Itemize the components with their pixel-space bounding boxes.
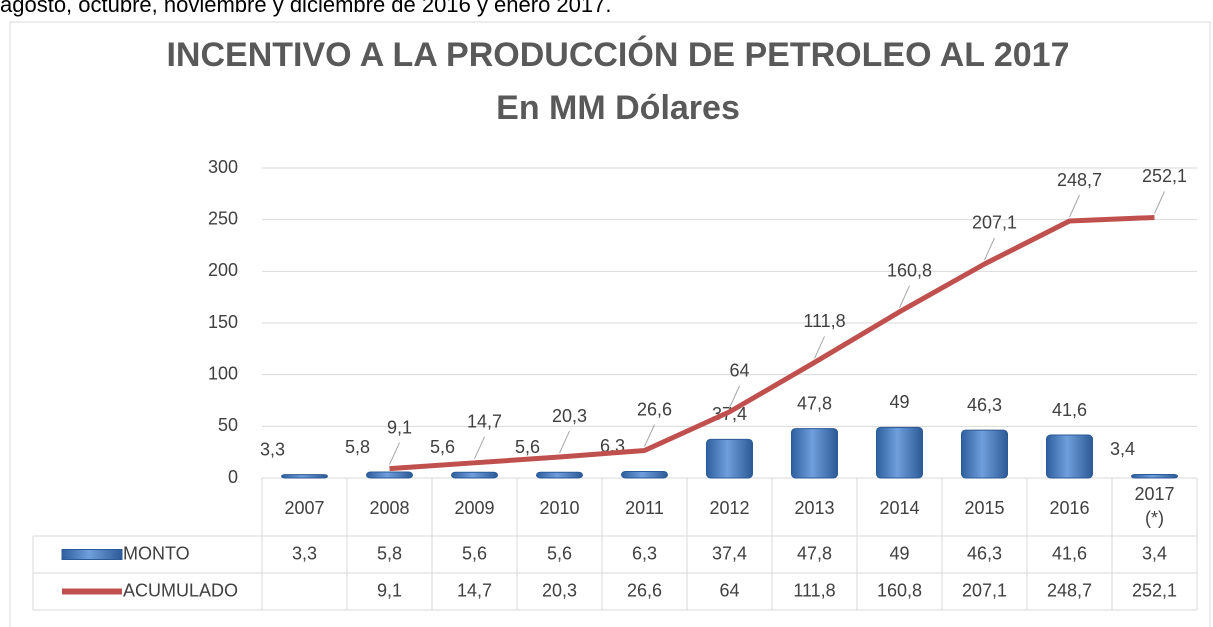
line-label: 26,6 xyxy=(637,399,672,419)
table-cell: 6,3 xyxy=(632,543,657,563)
table-cell: 47,8 xyxy=(797,543,832,563)
leader-line xyxy=(984,237,995,261)
table-cell: 37,4 xyxy=(712,543,747,563)
x-tick-label-box: 2010 xyxy=(539,498,580,518)
bar-label: 5,6 xyxy=(515,437,540,457)
table-cell: 207,1 xyxy=(962,580,1007,600)
bar-label: 3,4 xyxy=(1110,439,1135,459)
y-tick-label: 0 xyxy=(228,467,238,487)
table-cell: 26,6 xyxy=(627,580,662,600)
table-cell: 41,6 xyxy=(1052,543,1087,563)
bar xyxy=(1131,473,1178,479)
x-tick-label-box: 2007 xyxy=(284,498,325,518)
table-cell: 64 xyxy=(719,580,739,600)
table-cell: 20,3 xyxy=(542,580,577,600)
bar-label: 47,8 xyxy=(797,393,832,413)
line xyxy=(389,214,1155,472)
table-cell: 46,3 xyxy=(967,543,1002,563)
table-cell: 5,6 xyxy=(547,543,572,563)
leader-line xyxy=(814,336,825,359)
bar xyxy=(281,474,328,479)
line-label: 14,7 xyxy=(467,412,502,432)
x-tick-label-box: 2013 xyxy=(794,498,835,518)
leader-line xyxy=(644,424,655,447)
leader-line xyxy=(1154,191,1165,214)
x-tick-label: 2017 (*) xyxy=(1134,484,1175,528)
bar-label: 5,8 xyxy=(345,437,370,457)
legend-label: ACUMULADO xyxy=(123,580,238,600)
line-label: 252,1 xyxy=(1142,166,1187,186)
table-cell: 5,6 xyxy=(462,543,487,563)
line-label: 111,8 xyxy=(803,311,845,331)
leader-line xyxy=(389,442,400,465)
table-cell: 49 xyxy=(889,543,909,563)
x-tick-label-box: 2009 xyxy=(454,498,495,518)
bar xyxy=(706,438,753,479)
x-tick-label: 2011 xyxy=(625,498,664,518)
y-tick-label: 150 xyxy=(208,312,238,332)
table-cell: 3,4 xyxy=(1142,543,1167,563)
bar-label: 3,3 xyxy=(260,439,285,459)
bar-label: 41,6 xyxy=(1052,400,1087,420)
bar xyxy=(1046,434,1093,479)
y-tick-label: 100 xyxy=(208,363,238,383)
y-tick-label: 200 xyxy=(208,260,238,280)
x-tick-label: 2010 xyxy=(539,498,580,518)
x-tick-label-box: 2015 xyxy=(964,498,1005,518)
x-tick-label-box: 2014 xyxy=(879,498,920,518)
legend-marker xyxy=(61,549,123,560)
bar xyxy=(366,471,413,479)
bar-label: 5,6 xyxy=(430,437,455,457)
x-tick-label-box: 2011 xyxy=(625,498,664,518)
table-cell: 5,8 xyxy=(377,543,402,563)
x-tick-label-box: 2008 xyxy=(369,498,410,518)
leader-line xyxy=(899,285,910,309)
line-label: 160,8 xyxy=(887,261,932,281)
leader-line xyxy=(1069,194,1080,218)
line-label: 9,1 xyxy=(387,417,412,437)
bar xyxy=(876,426,923,479)
x-tick-label: 2015 xyxy=(964,498,1005,518)
chart-subtitle: En MM Dólares xyxy=(496,89,740,127)
line-label: 64 xyxy=(729,361,749,381)
x-tick-label: 2008 xyxy=(369,498,410,518)
table-cell: 160,8 xyxy=(877,580,922,600)
bar xyxy=(621,470,668,479)
x-tick-label: 2012 xyxy=(709,498,750,518)
y-tick-label: 250 xyxy=(208,208,238,228)
chart-frame xyxy=(9,21,1211,627)
leader-line xyxy=(474,436,485,460)
x-tick-label-box: 2017 (*) xyxy=(1134,484,1175,528)
legend-label: MONTO xyxy=(123,543,190,563)
y-tick-label: 50 xyxy=(218,415,238,435)
x-tick-label-box: 2016 xyxy=(1049,498,1090,518)
leader-line xyxy=(729,385,740,409)
x-tick-label: 2009 xyxy=(454,498,495,518)
table-cell: 252,1 xyxy=(1132,580,1177,600)
bar xyxy=(451,471,498,479)
line-label: 20,3 xyxy=(552,406,587,426)
x-tick-label: 2016 xyxy=(1049,498,1090,518)
line-label: 248,7 xyxy=(1057,170,1102,190)
bar xyxy=(536,471,583,479)
chart-title: INCENTIVO A LA PRODUCCIÓN DE PETROLEO AL… xyxy=(166,36,1069,74)
y-tick-label: 300 xyxy=(208,157,238,177)
line-label: 207,1 xyxy=(972,213,1017,233)
x-tick-label: 2014 xyxy=(879,498,920,518)
leader-line xyxy=(559,430,570,454)
table-cell: 248,7 xyxy=(1047,580,1092,600)
bar-label: 46,3 xyxy=(967,395,1002,415)
x-tick-label-box: 2012 xyxy=(709,498,750,518)
bar xyxy=(961,429,1008,479)
table-cell: 111,8 xyxy=(793,580,835,600)
table-cell: 9,1 xyxy=(377,580,402,600)
table-cell: 14,7 xyxy=(457,580,492,600)
x-tick-label: 2007 xyxy=(284,498,325,518)
bar xyxy=(791,428,838,479)
caption: agosto, octubre, noviembre y diciembre d… xyxy=(0,0,612,17)
table-cell: 3,3 xyxy=(292,543,317,563)
bar-label: 49 xyxy=(889,392,909,412)
x-tick-label: 2013 xyxy=(794,498,835,518)
